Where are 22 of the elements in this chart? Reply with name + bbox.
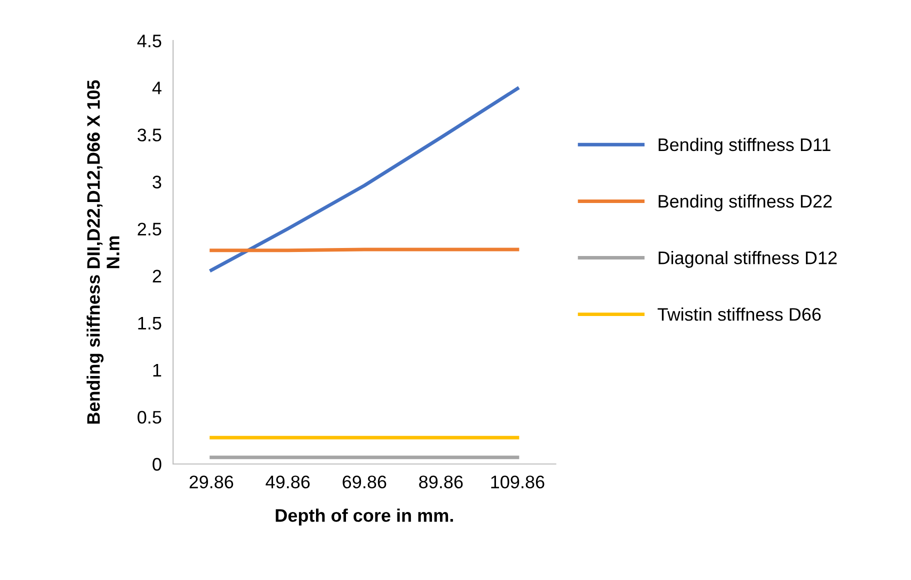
y-tick-label: 2 (152, 270, 162, 282)
x-tick-label: 109.86 (491, 476, 544, 488)
y-axis-title: Bending siiffness DII,D22,D12,D66 X 105 N.m (86, 80, 120, 424)
y-tick-label: 3.5 (138, 128, 162, 142)
x-tick-label: 49.86 (266, 476, 310, 488)
y-tick-label: 4.5 (137, 34, 162, 48)
x-axis-title: Depth of core in mm. (276, 508, 453, 526)
x-tick-label: 89.86 (419, 476, 463, 488)
y-tick-label: 3 (152, 176, 162, 188)
x-tick-label: 69.86 (342, 476, 386, 488)
legend-label: Twistin stiffness D66 (658, 308, 821, 321)
y-tick-label: 0 (152, 458, 162, 471)
y-tick-label: 1 (153, 364, 162, 376)
y-tick-label: 2.5 (138, 222, 162, 236)
y-tick-label: 1.5 (138, 316, 162, 330)
y-tick-label: 0.5 (138, 410, 162, 424)
line-series (210, 86, 520, 272)
legend-label: Bending stiffness D22 (658, 194, 832, 212)
y-tick-label: 4 (152, 82, 162, 94)
legend-label: Bending stiffness D11 (658, 138, 830, 155)
x-tick-label: 29.86 (190, 476, 234, 488)
legend-label: Diagonal stiffness D12 (658, 250, 837, 268)
